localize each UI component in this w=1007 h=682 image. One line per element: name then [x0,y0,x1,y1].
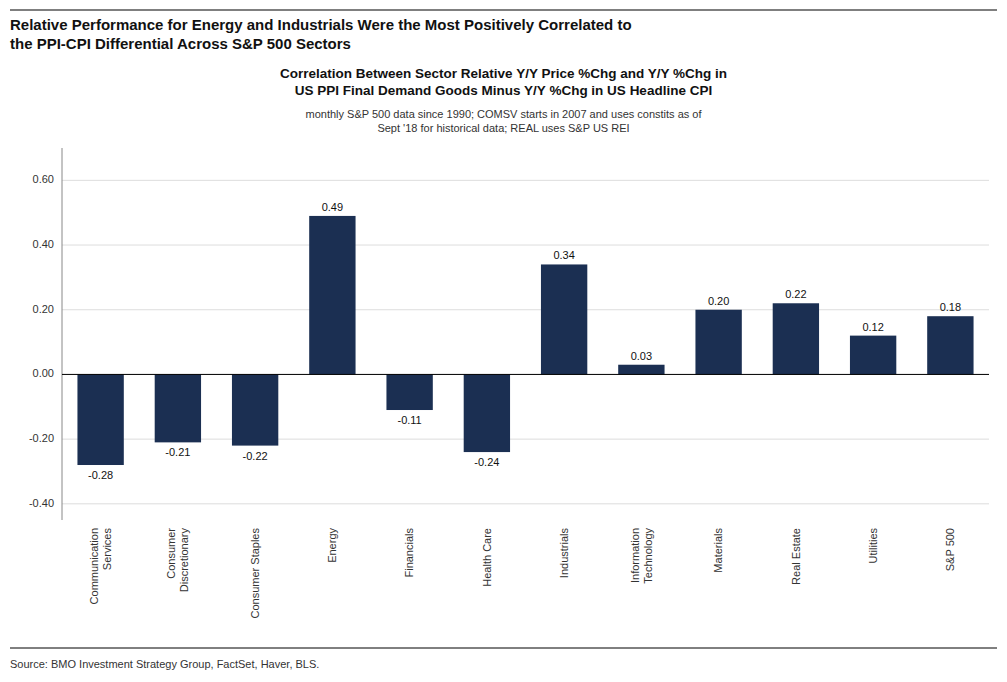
data-label: 0.03 [631,350,652,362]
bottom-rule [10,648,997,649]
bar [773,303,819,374]
data-labels: -0.28 -0.21 -0.22 0.49 -0.11 -0.24 0.34 0.03 0.2… [88,201,961,481]
data-label: 0.34 [553,249,574,261]
data-label: -0.11 [397,414,421,426]
bar [927,316,973,374]
y-tick-label: -0.40 [29,497,54,509]
x-tick-label: Real Estate [790,528,802,585]
data-label: 0.18 [940,301,961,313]
grid-line [62,180,989,181]
data-label: 0.49 [322,201,343,213]
x-tick-label: InformationTechnology [629,528,654,584]
grid-line [62,309,989,310]
x-tick-label: CommunicationServices [88,528,113,605]
y-axis: -0.40 -0.20 0.00 0.20 0.40 0.60 [29,173,989,508]
y-tick-label: -0.20 [29,432,54,444]
top-rule [10,9,997,10]
grid-line [62,245,989,246]
x-tick-label: Consumer Staples [249,528,261,619]
data-label: -0.22 [243,450,268,462]
bar [386,374,432,410]
headline: Relative Performance for Energy and Indu… [10,16,632,52]
y-axis-line [62,148,63,520]
bar [155,374,201,442]
source: Source: BMO Investment Strategy Group, F… [10,658,319,670]
chart-subtitle: monthly S&P 500 data since 1990; COMSV s… [305,108,702,134]
bar [850,336,896,375]
bar [541,264,587,374]
x-tick-label: S&P 500 [944,528,956,571]
bar [232,374,278,445]
bar [618,365,664,375]
zero-line [62,374,989,375]
bars [77,216,973,465]
y-tick-label: 0.20 [33,303,54,315]
bar [309,216,355,375]
y-tick-label: 0.60 [33,173,54,185]
data-label: -0.24 [474,456,499,468]
data-label: 0.22 [785,288,806,300]
x-tick-label: Health Care [481,528,493,587]
x-axis: CommunicationServices ConsumerDiscretiona… [88,528,956,619]
y-tick-label: 0.00 [33,367,54,379]
data-label: -0.28 [88,469,113,481]
x-tick-label: ConsumerDiscretionary [165,528,190,593]
chart-title: Correlation Between Sector Relative Y/Y … [280,66,727,98]
y-tick-label: 0.40 [33,238,54,250]
grid-line [62,439,989,440]
x-tick-label: Financials [403,528,415,578]
background [0,0,1007,682]
bar [77,374,123,465]
data-label: -0.21 [165,446,190,458]
bar [464,374,510,452]
data-label: 0.12 [862,321,883,333]
grid-line [62,503,989,504]
x-tick-label: Utilities [867,528,879,564]
x-tick-label: Industrials [558,528,570,579]
grid-line [62,374,989,375]
x-tick-label: Energy [326,528,338,563]
data-label: 0.20 [708,295,729,307]
bar [695,310,741,375]
x-tick-label: Materials [712,528,724,573]
